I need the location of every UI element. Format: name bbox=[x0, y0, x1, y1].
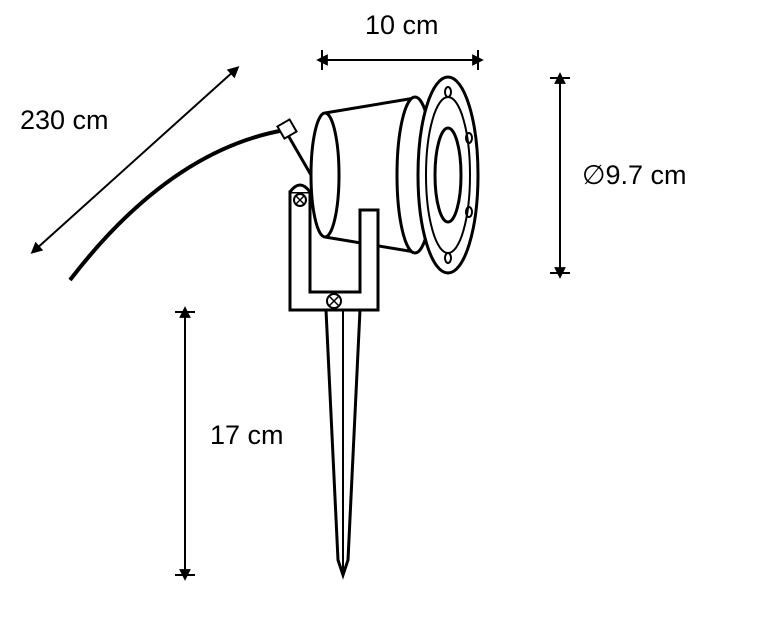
dim-head-width bbox=[322, 50, 478, 70]
ground-spike bbox=[326, 310, 360, 575]
label-face-diameter: ∅9.7 cm bbox=[582, 160, 687, 191]
spotlight-diagram bbox=[0, 0, 768, 624]
label-spike-height: 17 cm bbox=[210, 420, 284, 451]
cable bbox=[70, 130, 285, 280]
dim-spike-height bbox=[175, 312, 195, 575]
dim-face-diameter bbox=[550, 78, 570, 273]
label-cable-length: 230 cm bbox=[20, 105, 109, 136]
label-head-width: 10 cm bbox=[365, 10, 439, 41]
